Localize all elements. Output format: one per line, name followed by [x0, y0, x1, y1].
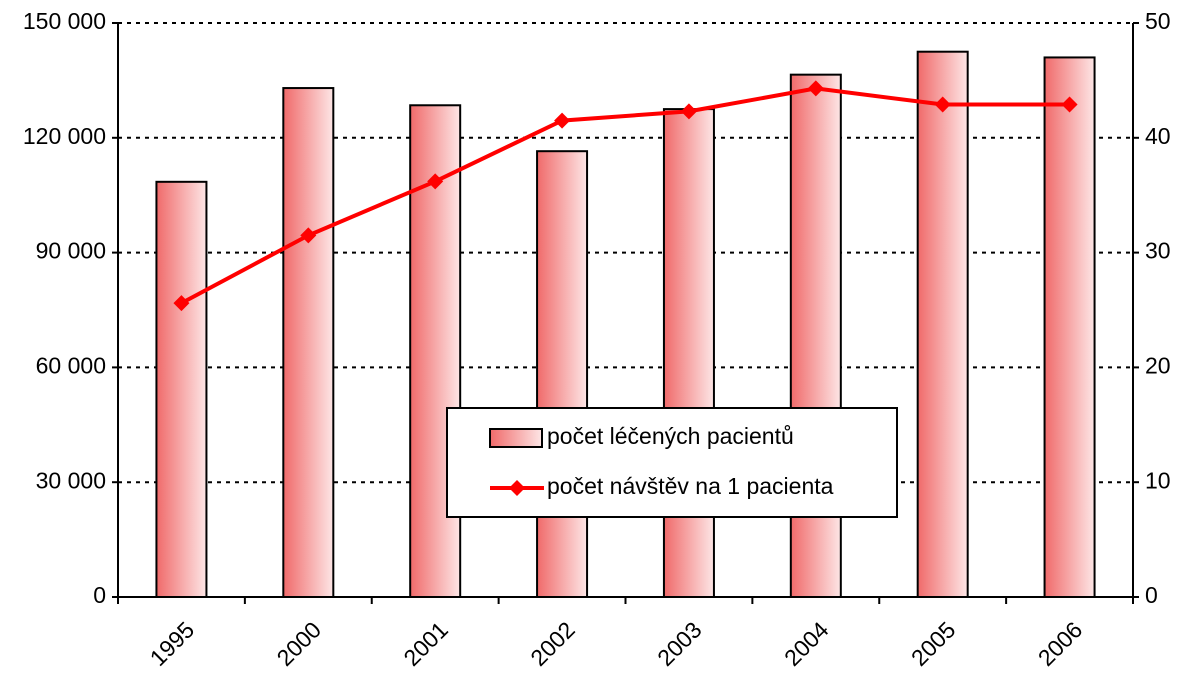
bar [155, 180, 208, 598]
marker [427, 173, 444, 190]
y2-tick-label: 50 [1145, 8, 1171, 34]
x-tick-label: 2003 [652, 616, 707, 671]
bar [916, 50, 969, 598]
bar [1043, 56, 1096, 598]
marker [680, 103, 697, 120]
legend-marker [509, 480, 525, 496]
y-tick-label: 120 000 [23, 123, 106, 149]
bar [789, 73, 842, 599]
y-tick-label: 90 000 [36, 238, 106, 264]
y-tick-label: 30 000 [36, 467, 106, 493]
y-tick-label: 0 [93, 582, 106, 608]
line [180, 86, 1070, 305]
legend-box [446, 407, 898, 518]
legend-label: počet návštěv na 1 pacienta [547, 473, 834, 499]
x-tick-label: 1995 [145, 616, 200, 671]
x-tick-label: 2006 [1033, 616, 1088, 671]
bar [536, 150, 589, 598]
x-tick-label: 2002 [525, 616, 580, 671]
bar [282, 87, 335, 598]
marker [554, 112, 571, 129]
marker [1061, 96, 1078, 113]
y-tick-label: 150 000 [23, 8, 106, 34]
y2-tick-label: 10 [1145, 467, 1171, 493]
marker [300, 227, 317, 244]
legend-swatch [489, 428, 543, 448]
y2-tick-label: 20 [1145, 352, 1171, 378]
y2-tick-label: 0 [1145, 582, 1158, 608]
x-tick-label: 2005 [906, 616, 961, 671]
y2-tick-label: 30 [1145, 238, 1171, 264]
x-tick-label: 2001 [398, 616, 453, 671]
marker [173, 295, 190, 312]
x-tick-label: 2000 [272, 616, 327, 671]
bar [662, 108, 715, 598]
marker [934, 96, 951, 113]
y2-tick-label: 40 [1145, 123, 1171, 149]
legend-label: počet léčených pacientů [547, 423, 794, 449]
y-tick-label: 60 000 [36, 352, 106, 378]
marker [807, 80, 824, 97]
x-tick-label: 2004 [779, 616, 834, 671]
